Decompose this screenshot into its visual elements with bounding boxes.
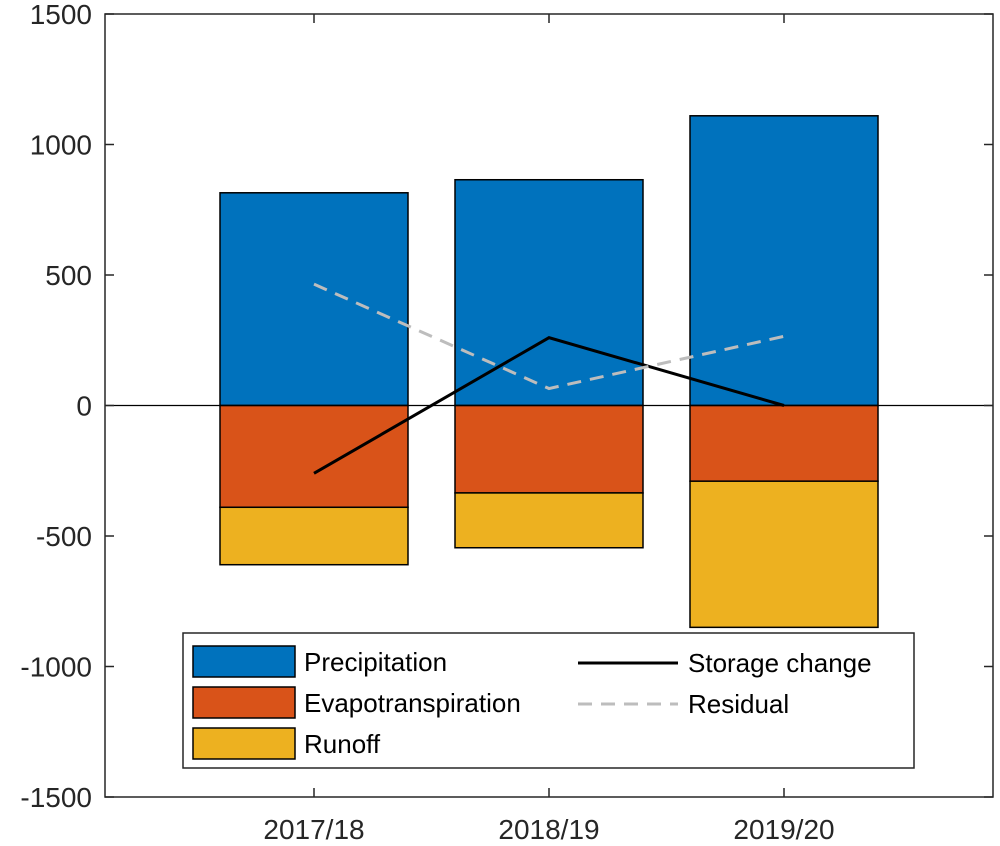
bar-evapotranspiration-2019-20	[689, 404, 879, 482]
y-tick-label: -1000	[20, 652, 92, 683]
legend-box	[182, 632, 915, 769]
line-residual	[313, 282, 785, 391]
bars-layer	[219, 115, 879, 629]
legend-label: Storage change	[688, 648, 872, 678]
legend: Precipitation Evapotranspiration Runoff Sto…	[182, 632, 915, 769]
bar-runoff-2018-19	[454, 492, 644, 549]
x-tick-label: 2017/18	[263, 814, 364, 845]
legend-swatch-precipitation	[192, 645, 296, 678]
bar-evapotranspiration-2017-18	[219, 404, 409, 509]
legend-label: Evapotranspiration	[304, 688, 521, 718]
bar-precipitation-2018-19	[454, 178, 644, 407]
legend-label: Precipitation	[304, 647, 447, 677]
legend-label: Residual	[688, 689, 789, 719]
y-tick-label: 1000	[30, 130, 92, 161]
y-tick-label: -500	[36, 521, 92, 552]
x-tick-label: 2019/20	[733, 814, 834, 845]
y-tick-label: -1500	[20, 782, 92, 813]
legend-swatch-evapotranspiration	[192, 686, 296, 719]
x-tick-label: 2018/19	[498, 814, 599, 845]
bar-runoff-2019-20	[689, 480, 879, 629]
bar-evapotranspiration-2018-19	[454, 404, 644, 494]
y-tick-label: 1500	[30, 0, 92, 30]
bar-runoff-2017-18	[219, 506, 409, 566]
lines-layer	[313, 282, 785, 475]
bar-precipitation-2019-20	[689, 115, 879, 407]
legend-swatch-runoff	[192, 727, 296, 760]
bar-precipitation-2017-18	[219, 192, 409, 407]
line-storage-change	[313, 336, 785, 475]
y-tick-label: 500	[45, 260, 92, 291]
legend-label: Runoff	[304, 729, 381, 759]
axes-layer: -1500 -1000 -500 0 500 1000 1500 2017/18 2018/19…	[20, 0, 994, 845]
y-tick-label: 0	[76, 391, 92, 422]
